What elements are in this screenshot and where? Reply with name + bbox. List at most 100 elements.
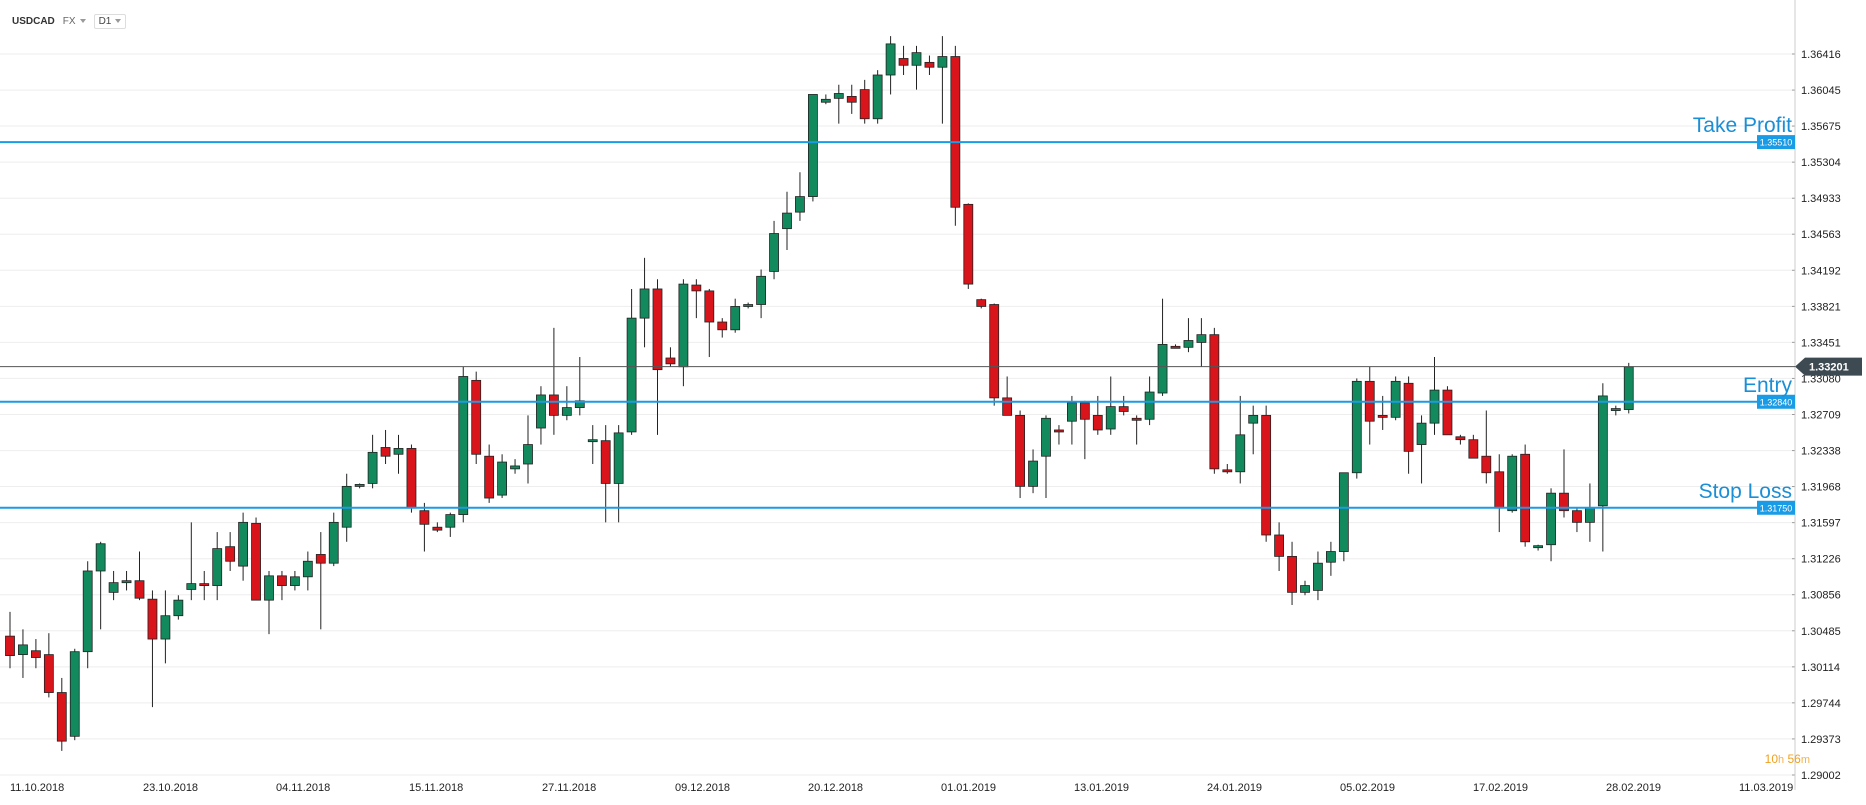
y-tick-label: 1.30856 bbox=[1801, 590, 1841, 602]
candle-up bbox=[820, 98, 831, 103]
candle-down bbox=[989, 304, 1000, 399]
level-price-tag bbox=[1757, 500, 1795, 515]
x-tick-label: 24.01.2019 bbox=[1207, 782, 1262, 794]
candle-up bbox=[289, 576, 300, 586]
candle-down bbox=[652, 288, 663, 371]
candle-up bbox=[121, 580, 132, 584]
candle-down bbox=[134, 580, 145, 599]
candle-down bbox=[1403, 382, 1414, 452]
candle-down bbox=[898, 58, 909, 66]
candle-down bbox=[600, 440, 611, 484]
y-tick-label: 1.31968 bbox=[1801, 482, 1841, 494]
candle-down bbox=[5, 635, 15, 656]
candle-down bbox=[225, 546, 236, 562]
candle-down bbox=[665, 357, 676, 365]
candle-up bbox=[445, 514, 456, 528]
level-name-label: Stop Loss bbox=[1699, 480, 1792, 503]
countdown-minutes: 56 bbox=[1787, 752, 1801, 766]
candle-up bbox=[1416, 422, 1427, 445]
y-tick-label: 1.29744 bbox=[1801, 698, 1841, 710]
x-tick-label: 28.02.2019 bbox=[1606, 782, 1661, 794]
candle-up bbox=[1507, 455, 1518, 512]
y-tick-label: 1.36045 bbox=[1801, 85, 1841, 97]
x-tick-label: 01.01.2019 bbox=[941, 782, 996, 794]
level-name-label: Entry bbox=[1743, 374, 1793, 397]
candle-down bbox=[963, 203, 974, 285]
chart-header: USDCAD FX D1 bbox=[12, 12, 127, 30]
x-tick-label: 27.11.2018 bbox=[542, 782, 596, 794]
candle-up bbox=[561, 407, 572, 416]
candle-down bbox=[704, 290, 715, 323]
candle-up bbox=[639, 288, 650, 319]
candle-down bbox=[432, 526, 443, 531]
candle-up bbox=[756, 275, 766, 305]
candle-up bbox=[95, 543, 106, 572]
candle-up bbox=[393, 448, 404, 455]
candle-up bbox=[1067, 402, 1077, 422]
countdown-hours-unit: h bbox=[1778, 754, 1785, 766]
candle-down bbox=[717, 321, 728, 331]
candle-up bbox=[1610, 408, 1621, 411]
countdown-minutes-unit: m bbox=[1800, 754, 1810, 766]
x-tick-label: 13.01.2019 bbox=[1074, 782, 1129, 794]
candle-down bbox=[1092, 414, 1103, 431]
candle-up bbox=[1196, 334, 1207, 343]
y-tick-label: 1.31597 bbox=[1801, 518, 1841, 530]
candle-up bbox=[1248, 414, 1259, 424]
candle-up bbox=[264, 575, 274, 601]
candle-up bbox=[1597, 395, 1608, 507]
candle-down bbox=[1079, 402, 1090, 420]
candle-down bbox=[924, 61, 935, 68]
x-tick-label: 23.10.2018 bbox=[143, 782, 198, 794]
candle-down bbox=[1494, 471, 1505, 509]
y-tick-label: 1.29002 bbox=[1801, 770, 1841, 782]
level-price-tag bbox=[1757, 394, 1795, 409]
candle-up bbox=[1028, 460, 1038, 487]
candle-up bbox=[743, 304, 754, 307]
candle-up bbox=[82, 570, 93, 653]
timeframe-dropdown[interactable]: D1 bbox=[93, 13, 127, 29]
candle-up bbox=[186, 583, 197, 590]
level-price-label: 1.35510 bbox=[1760, 138, 1793, 148]
candle-down bbox=[147, 598, 158, 640]
timeframe-label: D1 bbox=[98, 15, 112, 27]
y-tick-label: 1.33451 bbox=[1801, 337, 1841, 349]
candle-up bbox=[1313, 562, 1323, 591]
y-tick-label: 1.36416 bbox=[1801, 49, 1841, 61]
candle-down bbox=[406, 448, 417, 509]
candle-up bbox=[885, 43, 896, 76]
market-dropdown[interactable]: FX bbox=[63, 16, 86, 27]
y-tick-label: 1.34563 bbox=[1801, 229, 1841, 241]
candle-up bbox=[212, 548, 223, 586]
candle-up bbox=[769, 233, 779, 272]
candle-up bbox=[458, 376, 469, 515]
candle-down bbox=[1015, 414, 1025, 487]
candle-up bbox=[69, 651, 80, 737]
y-tick-label: 1.34192 bbox=[1801, 265, 1841, 277]
last-price-label: 1.33201 bbox=[1809, 362, 1849, 374]
candle-down bbox=[471, 379, 482, 455]
candle-up bbox=[678, 283, 689, 368]
candle-up bbox=[833, 93, 844, 99]
y-tick-label: 1.32338 bbox=[1801, 446, 1841, 458]
symbol-label[interactable]: USDCAD bbox=[12, 15, 55, 27]
candle-up bbox=[367, 451, 378, 484]
candle-up bbox=[1623, 366, 1634, 410]
countdown-hours: 10 bbox=[1764, 752, 1778, 766]
candle-down bbox=[419, 510, 430, 525]
candle-down bbox=[315, 554, 326, 564]
candle-up bbox=[1041, 417, 1051, 457]
candle-down bbox=[1222, 469, 1233, 473]
candle-up bbox=[302, 560, 313, 578]
candle-up bbox=[1105, 406, 1116, 430]
candle-down bbox=[1520, 453, 1531, 543]
candle-up bbox=[911, 52, 922, 66]
candle-up bbox=[1300, 585, 1310, 593]
candle-up bbox=[613, 432, 624, 484]
candle-down bbox=[1261, 414, 1272, 536]
candle-up bbox=[1585, 507, 1595, 523]
candle-up bbox=[937, 56, 948, 68]
candle-up bbox=[1546, 492, 1556, 546]
y-tick-label: 1.32709 bbox=[1801, 410, 1841, 422]
